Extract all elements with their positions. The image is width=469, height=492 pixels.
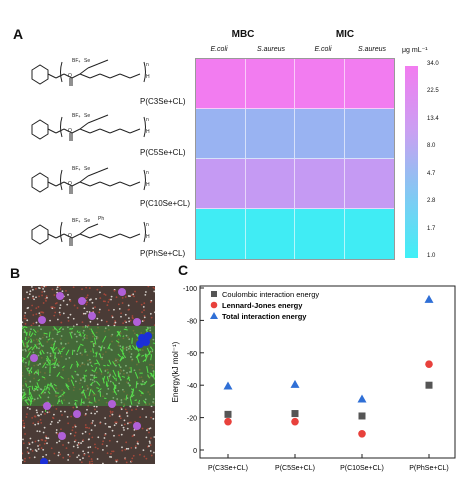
data-point-triangle — [357, 394, 367, 403]
h-label-2: H — [146, 129, 150, 135]
compound-label-4: P(PhSe+CL) — [140, 249, 186, 258]
heatmap-cell — [245, 109, 295, 159]
colorbar — [405, 66, 418, 258]
bf4-label-3: BF₄ — [72, 166, 80, 172]
heatmap-cell — [295, 109, 345, 159]
heatmap-grid — [195, 58, 395, 260]
compound-label-1: P(C3Se+CL) — [140, 97, 186, 106]
structure-phse — [31, 221, 146, 246]
legend-marker — [210, 301, 218, 309]
data-point-square — [224, 410, 232, 418]
se-label-2: Se — [84, 113, 90, 119]
structure-c10se — [31, 167, 146, 194]
legend-marker — [210, 312, 218, 319]
h-label-4: H — [146, 234, 150, 240]
heatmap-cell — [295, 159, 345, 209]
panel-label-c: C — [178, 262, 189, 278]
n-label-2: n — [146, 117, 149, 123]
se-label-3: Se — [84, 166, 90, 172]
se-label-1: Se — [84, 58, 90, 64]
x-tick-label: P(PhSe+CL) — [409, 465, 449, 472]
o-label-1: O — [68, 73, 72, 79]
n-label-3: n — [146, 170, 149, 176]
heatmap-cell — [245, 159, 295, 209]
legend-label: Coulombic interaction energy — [222, 290, 319, 299]
data-point-circle — [358, 430, 366, 438]
y-tick-label: -100 — [183, 286, 197, 293]
data-point-circle — [224, 417, 232, 426]
md-simulation-snapshot — [22, 286, 155, 464]
o-label-4: O — [68, 233, 72, 239]
data-point-square — [425, 381, 433, 389]
se-label-4: Se — [84, 218, 90, 224]
colorbar-tick-label: 1.0 — [427, 253, 436, 259]
heatmap-cell — [245, 59, 295, 109]
column-header-2: S.aureus — [256, 46, 286, 53]
y-tick-label: -20 — [187, 416, 197, 423]
energy-scatter-chart: -100 -80 -60 -40 -20 0 P(C3Se+CL) P(C5Se+CL) P(… — [171, 285, 456, 472]
panel-label-a: A — [13, 26, 24, 42]
heatmap-cell — [196, 209, 246, 259]
heatmap-cell — [344, 59, 394, 109]
bf4-label-4: BF₄ — [72, 218, 80, 224]
ph-label-4: Ph — [98, 216, 104, 222]
data-point-circle — [425, 360, 433, 368]
bf4-label-1: BF₄ — [72, 58, 80, 64]
column-header-3: E.coli — [314, 46, 332, 53]
y-tick-label: 0 — [193, 448, 197, 455]
colorbar-tick-label: 13.4 — [427, 115, 439, 122]
data-point-square — [358, 412, 366, 420]
heatmap-cell — [344, 109, 394, 159]
bf4-label-2: BF₄ — [72, 113, 80, 119]
y-axis-label: Energy(kJ mol⁻¹) — [171, 341, 180, 402]
md-simulation-render — [22, 286, 155, 464]
heatmap-cell — [344, 159, 394, 209]
y-tick-label: -60 — [187, 351, 197, 358]
colorbar-tick-label: 22.5 — [427, 88, 439, 95]
structure-c5se — [31, 114, 146, 141]
data-point-triangle — [223, 381, 233, 390]
colorbar-tick-label: 1.7 — [427, 225, 436, 232]
data-point-circle — [291, 417, 299, 426]
colorbar-tick-label: 34.0 — [427, 61, 439, 67]
compound-label-3: P(C10Se+CL) — [140, 199, 191, 208]
colorbar-tick-label: 2.8 — [427, 198, 436, 205]
heatmap-title-mbc: MBC — [231, 29, 255, 40]
heatmap-cell — [196, 59, 246, 109]
n-label-4: n — [146, 222, 149, 228]
x-tick-label: P(C10Se+CL) — [340, 465, 384, 472]
colorbar-tick-label: 8.0 — [427, 143, 436, 150]
compound-label-2: P(C5Se+CL) — [140, 148, 186, 157]
heatmap-cell — [196, 159, 246, 209]
legend-marker — [211, 291, 217, 297]
h-label-1: H — [146, 74, 150, 80]
x-tick-label: P(C5Se+CL) — [275, 465, 315, 472]
plot-frame — [199, 285, 456, 459]
structure-c3se — [31, 59, 146, 86]
chemical-structures: BF₄ Se O H n BF₄ Se O H n BF₄ Se O H n B… — [31, 58, 150, 246]
heatmap-title-mic: MIC — [335, 29, 355, 40]
x-tick-label: P(C3Se+CL) — [208, 465, 248, 472]
h-label-3: H — [146, 182, 150, 188]
heatmap-cell — [295, 209, 345, 259]
panel-label-b: B — [10, 265, 21, 281]
n-label-1: n — [146, 62, 149, 68]
y-tick-label: -40 — [187, 383, 197, 390]
o-label-2: O — [68, 128, 72, 134]
data-point-square — [291, 410, 299, 418]
colorbar-tick-label: 4.7 — [427, 170, 436, 177]
o-label-3: O — [68, 181, 72, 187]
heatmap-cell — [295, 59, 345, 109]
legend-label: Total interaction energy — [222, 312, 307, 321]
y-tick-label: -80 — [187, 318, 197, 325]
heatmap-cell — [196, 109, 246, 159]
colorbar-unit: μg mL⁻¹ — [402, 47, 428, 54]
data-point-triangle — [290, 379, 300, 388]
legend-label: Lennard-Jones energy — [222, 301, 303, 310]
heatmap-cell — [245, 209, 295, 259]
column-header-4: S.aureus — [357, 46, 387, 53]
heatmap-cell — [344, 209, 394, 259]
column-header-1: E.coli — [210, 46, 228, 53]
data-point-triangle — [424, 294, 434, 303]
